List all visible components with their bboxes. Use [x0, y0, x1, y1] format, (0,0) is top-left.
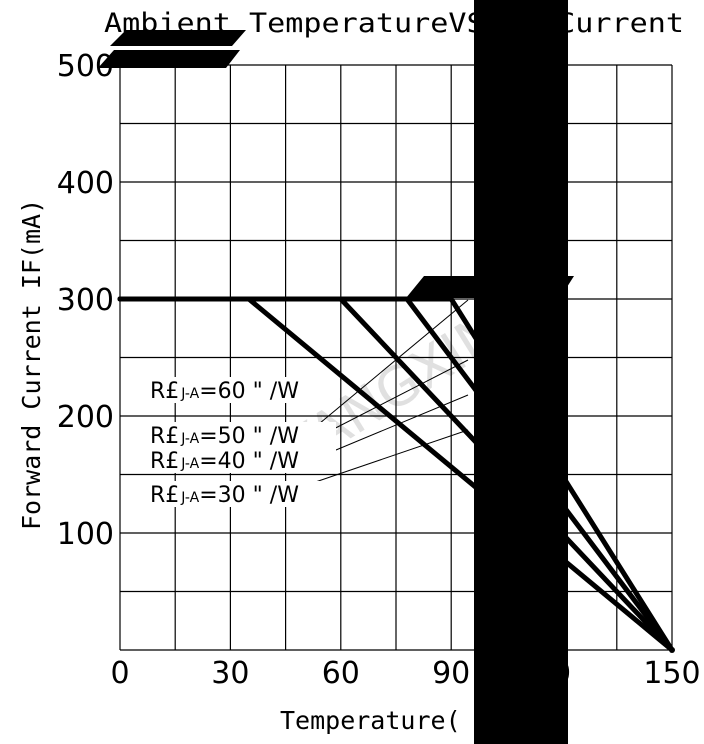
- annotation-text: R£ J-A=30 " /W: [150, 483, 299, 508]
- x-tick-label: 90: [432, 656, 470, 691]
- annotation-suffix: =40 " /W: [199, 449, 299, 474]
- x-axis-label: Temperature(: [280, 706, 461, 735]
- annotation-text: R£ J-A=60 " /W: [150, 379, 299, 404]
- series-line-4: [117, 296, 675, 653]
- x-tick-label: 150: [643, 656, 700, 691]
- annotation-subscript: J-A: [180, 456, 199, 472]
- redaction-marks: [98, 0, 574, 744]
- x-tick-label: 0: [110, 656, 129, 691]
- y-tick-label: 200: [57, 400, 114, 435]
- annotation-subscript: J-A: [180, 490, 199, 506]
- x-tick-label: 60: [322, 656, 360, 691]
- annotation-suffix: =30 " /W: [199, 483, 299, 508]
- annotation-prefix: R£: [150, 449, 179, 474]
- annotation-text: R£ J-A=50 " /W: [150, 424, 299, 449]
- annotation-label: R£ J-A=40 " /W: [146, 447, 336, 474]
- annotations: R£ J-A=60 " /WR£ J-A=50 " /WR£ J-A=40 " /WR…: [146, 377, 336, 508]
- y-tick-label: 300: [57, 283, 114, 318]
- redaction-mark-top-2: [98, 50, 240, 68]
- annotation-subscript: J-A: [180, 431, 199, 447]
- annotation-text: R£ J-A=40 " /W: [150, 449, 299, 474]
- y-axis-label: Forward Current IF(mA): [17, 199, 46, 530]
- annotation-bg: [146, 447, 336, 473]
- annotation-subscript: J-A: [180, 386, 199, 402]
- annotation-prefix: R£: [150, 483, 179, 508]
- annotation-bg: [146, 481, 336, 507]
- annotation-suffix: =50 " /W: [199, 424, 299, 449]
- redaction-bar: [474, 0, 568, 744]
- annotation-prefix: R£: [150, 424, 179, 449]
- annotation-bg: [146, 377, 336, 403]
- y-tick-label: 100: [57, 517, 114, 552]
- annotation-label: R£ J-A=50 " /W: [146, 422, 336, 449]
- redaction-mark-top-1: [110, 30, 246, 46]
- chart-title: Ambient TemperatureVS.Fo Current: [104, 8, 684, 39]
- annotation-prefix: R£: [150, 379, 179, 404]
- series-end-point: [669, 647, 675, 653]
- redaction-mark-mid: [406, 276, 574, 298]
- leader-line: [291, 429, 469, 491]
- annotation-suffix: =60 " /W: [199, 379, 299, 404]
- x-tick-label: 30: [211, 656, 249, 691]
- annotation-bg: [146, 422, 336, 448]
- y-tick-label: 400: [57, 166, 114, 201]
- annotation-label: R£ J-A=60 " /W: [146, 377, 336, 404]
- annotation-label: R£ J-A=30 " /W: [146, 481, 336, 508]
